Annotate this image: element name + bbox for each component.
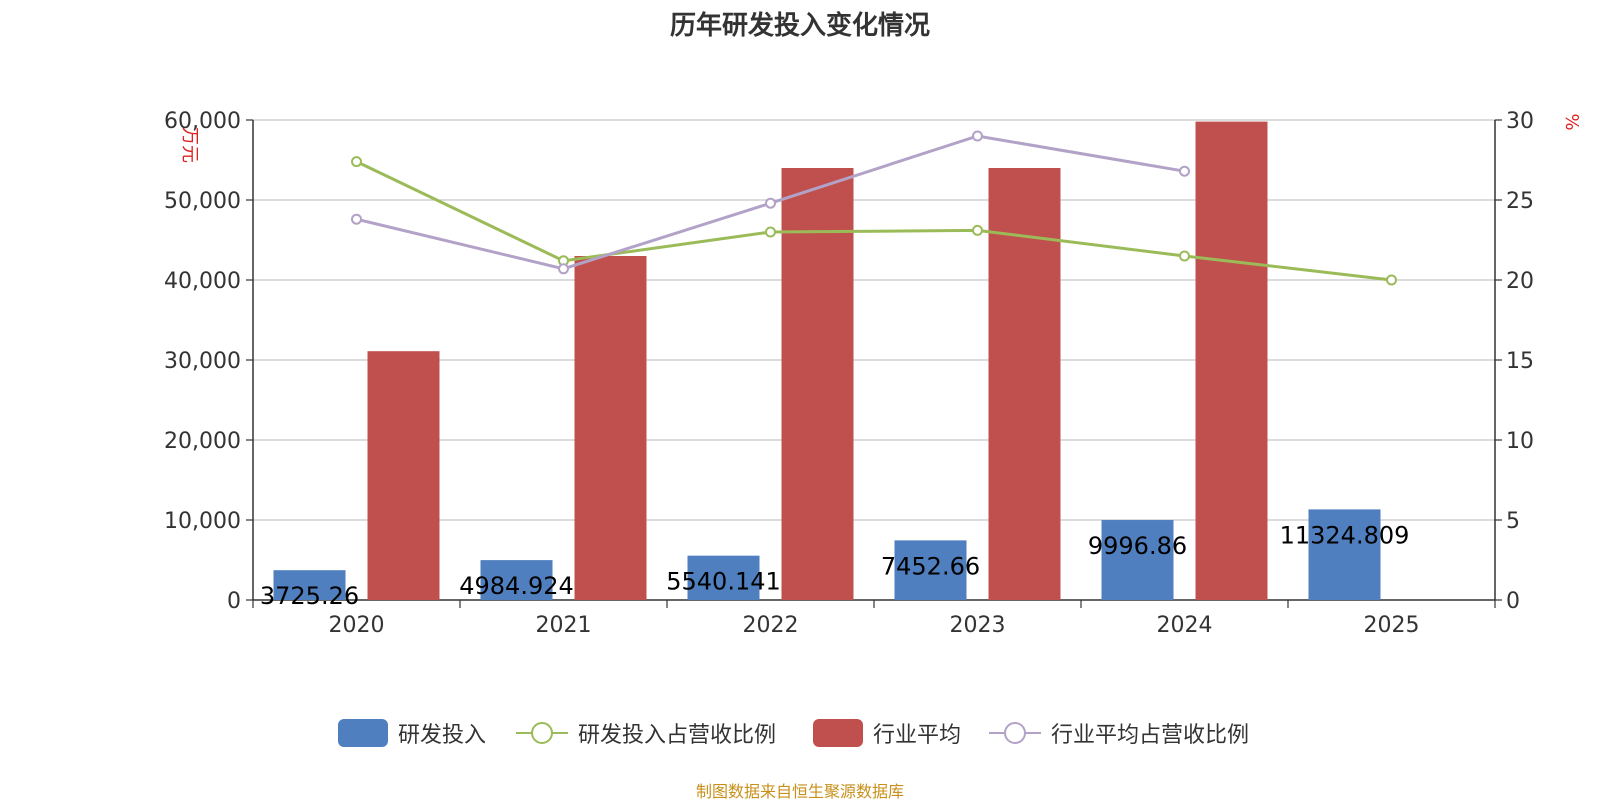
right-axis-label: % <box>1561 113 1582 130</box>
bar-rd-investment <box>1101 520 1174 600</box>
x-axis-tick-label: 2020 <box>329 613 385 638</box>
series-point-industry-ratio <box>351 213 362 225</box>
bar-rd-investment <box>894 540 967 600</box>
legend-line-marker <box>531 722 553 744</box>
x-axis-tick-label: 2024 <box>1157 613 1213 638</box>
left-axis-label: 万元 <box>179 127 200 163</box>
bar-rd-investment <box>480 560 553 600</box>
left-axis-tick-label: 50,000 <box>164 189 241 214</box>
series-line-rd-ratio <box>355 160 1392 282</box>
right-axis-tick-label: 25 <box>1506 189 1534 214</box>
series-point-industry-ratio <box>765 197 776 209</box>
series-point-industry-ratio <box>558 263 569 275</box>
x-axis-tick-label: 2025 <box>1364 613 1420 638</box>
right-axis-tick-label: 5 <box>1506 509 1520 534</box>
bar-data-label: 9996.86 <box>1088 532 1187 560</box>
legend-line-industry-ratio <box>989 722 1041 744</box>
bar-rd-investment <box>687 555 760 600</box>
x-axis-tick-label: 2023 <box>950 613 1006 638</box>
bar-industry-average <box>1195 121 1268 600</box>
left-axis-tick-label: 20,000 <box>164 429 241 454</box>
right-axis-tick-label: 10 <box>1506 429 1534 454</box>
bar-data-label: 7452.66 <box>881 552 980 580</box>
x-axis-tick-label: 2022 <box>743 613 799 638</box>
series-point-rd-ratio <box>972 224 983 236</box>
bar-data-label: 3725.26 <box>260 582 359 610</box>
series-point-rd-ratio <box>765 226 776 238</box>
legend-item-rd-ratio[interactable]: 研发投入占营收比例 <box>516 718 776 748</box>
chart-legend: 研发投入 研发投入占营收比例 行业平均 行业平均占营收比例 <box>0 718 1600 758</box>
bar-rd-investment <box>1308 509 1381 600</box>
legend-item-industry-ratio[interactable]: 行业平均占营收比例 <box>989 718 1249 748</box>
bar-industry-average <box>574 256 647 600</box>
right-axis-tick-label: 15 <box>1506 349 1534 374</box>
legend-label-industry-average: 行业平均 <box>873 723 962 748</box>
legend-label-rd-ratio: 研发投入占营收比例 <box>578 723 777 748</box>
bar-data-label: 5540.141 <box>666 568 781 596</box>
legend-label-industry-ratio: 行业平均占营收比例 <box>1051 723 1250 748</box>
series-point-rd-ratio <box>1179 250 1190 262</box>
bar-data-label: 4984.924 <box>459 572 574 600</box>
chart-title: 历年研发投入变化情况 <box>669 11 930 41</box>
series-point-industry-ratio <box>1179 165 1190 177</box>
legend-line-marker <box>1004 722 1026 744</box>
legend-swatch-industry-average <box>813 719 863 747</box>
left-axis-tick-label: 10,000 <box>164 509 241 534</box>
series-point-rd-ratio <box>351 156 362 168</box>
bar-rd-investment <box>273 570 346 600</box>
left-axis-tick-label: 30,000 <box>164 349 241 374</box>
series-point-industry-ratio <box>972 130 983 142</box>
legend-item-industry-average[interactable]: 行业平均 <box>813 718 961 748</box>
left-axis-tick-label: 0 <box>227 589 241 614</box>
right-axis-tick-label: 30 <box>1506 109 1534 134</box>
legend-line-rd-ratio <box>516 722 568 744</box>
left-axis-tick-label: 40,000 <box>164 269 241 294</box>
series-point-rd-ratio <box>1386 274 1397 286</box>
right-axis-tick-label: 0 <box>1506 589 1520 614</box>
bar-industry-average <box>367 351 440 600</box>
right-axis-tick-label: 20 <box>1506 269 1534 294</box>
x-axis-tick-label: 2021 <box>536 613 592 638</box>
legend-label-rd-investment: 研发投入 <box>398 723 487 748</box>
bar-data-label: 11324.809 <box>1280 521 1410 549</box>
left-axis-tick-label: 60,000 <box>164 109 241 134</box>
bar-industry-average <box>781 168 854 600</box>
data-source-note: 制图数据来自恒生聚源数据库 <box>695 782 904 801</box>
legend-item-rd-investment[interactable]: 研发投入 <box>338 718 486 748</box>
legend-swatch-rd-investment <box>338 719 388 747</box>
